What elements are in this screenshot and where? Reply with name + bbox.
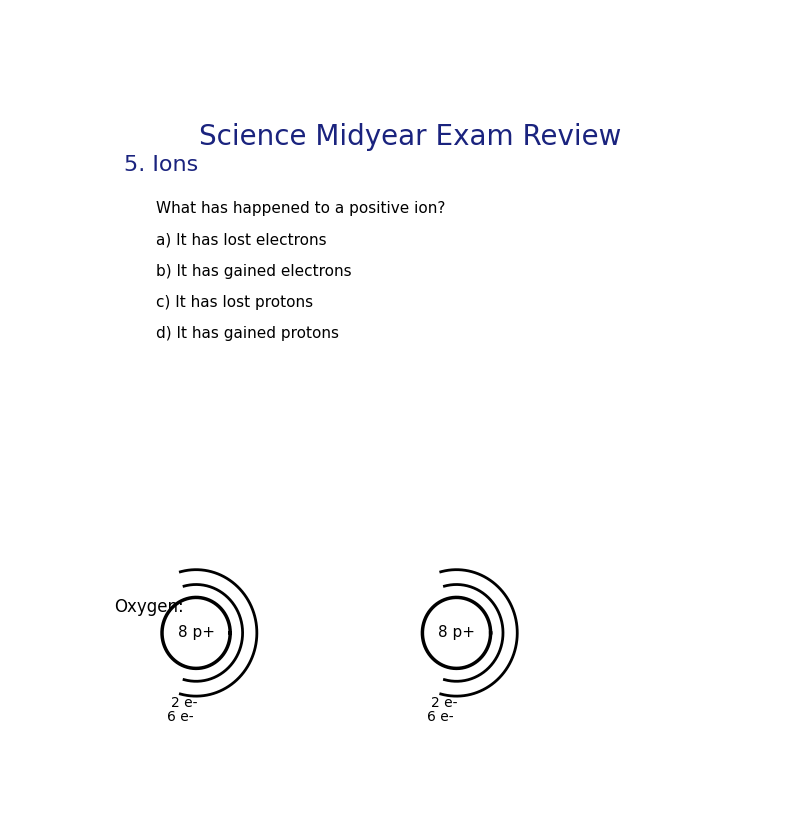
Text: a) It has lost electrons: a) It has lost electrons — [156, 233, 326, 248]
Text: d) It has gained protons: d) It has gained protons — [156, 326, 339, 341]
Text: c) It has lost protons: c) It has lost protons — [156, 295, 313, 310]
Text: 2 e-: 2 e- — [171, 696, 198, 710]
Text: 8 p+: 8 p+ — [438, 625, 475, 640]
Text: 5. Ions: 5. Ions — [123, 155, 198, 175]
Text: Science Midyear Exam Review: Science Midyear Exam Review — [199, 123, 621, 151]
Text: What has happened to a positive ion?: What has happened to a positive ion? — [156, 200, 445, 215]
Text: b) It has gained electrons: b) It has gained electrons — [156, 264, 351, 279]
Text: Oxygen:: Oxygen: — [114, 598, 183, 616]
Text: 6 e-: 6 e- — [427, 710, 454, 724]
Text: 6 e-: 6 e- — [167, 710, 194, 724]
Text: 2 e-: 2 e- — [431, 696, 458, 710]
Text: 8 p+: 8 p+ — [178, 625, 214, 640]
